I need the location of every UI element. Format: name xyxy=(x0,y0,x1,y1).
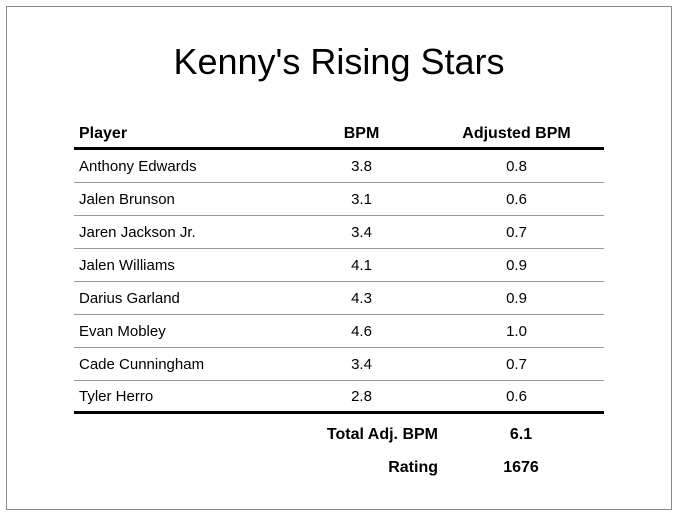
player-cell: Jaren Jackson Jr. xyxy=(79,223,196,241)
player-cell: Jalen Brunson xyxy=(79,190,175,208)
page-title: Kenny's Rising Stars xyxy=(173,41,505,82)
player-cell: Evan Mobley xyxy=(79,322,166,340)
total-row: Total Adj. BPM 6.1 xyxy=(74,419,604,451)
player-cell: Jalen Williams xyxy=(79,256,175,274)
total-value: 6.1 xyxy=(509,426,533,443)
table-row: Evan Mobley 4.6 1.0 xyxy=(74,315,604,348)
rating-label: Rating xyxy=(388,459,438,476)
adjusted-bpm-cell: 0.7 xyxy=(506,355,527,373)
table-header: Player BPM Adjusted BPM xyxy=(74,118,604,150)
adjusted-bpm-cell: 1.0 xyxy=(506,322,527,340)
table-row: Cade Cunningham 3.4 0.7 xyxy=(74,348,604,381)
bpm-cell: 3.4 xyxy=(351,355,372,373)
table-row: Darius Garland 4.3 0.9 xyxy=(74,282,604,315)
player-cell: Cade Cunningham xyxy=(79,355,205,373)
bpm-cell: 3.8 xyxy=(351,157,372,175)
bpm-cell: 4.6 xyxy=(351,322,372,340)
table-row: Jaren Jackson Jr. 3.4 0.7 xyxy=(74,216,604,249)
adjusted-bpm-cell: 0.7 xyxy=(506,223,527,241)
table-row: Jalen Brunson 3.1 0.6 xyxy=(74,183,604,216)
bpm-cell: 3.4 xyxy=(351,223,372,241)
table-row: Tyler Herro 2.8 0.6 xyxy=(74,381,604,414)
header-bpm: BPM xyxy=(343,125,380,142)
player-cell: Darius Garland xyxy=(79,289,180,307)
adjusted-bpm-cell: 0.9 xyxy=(506,289,527,307)
rating-value: 1676 xyxy=(503,459,539,476)
players-table: Player BPM Adjusted BPM Anthony Edwards 3… xyxy=(74,118,604,414)
adjusted-bpm-cell: 0.8 xyxy=(506,157,527,175)
total-label: Total Adj. BPM xyxy=(326,426,438,443)
table-row: Jalen Williams 4.1 0.9 xyxy=(74,249,604,282)
table-row: Anthony Edwards 3.8 0.8 xyxy=(74,150,604,183)
adjusted-bpm-cell: 0.9 xyxy=(506,256,527,274)
bpm-cell: 3.1 xyxy=(351,190,372,208)
header-player: Player xyxy=(79,125,128,142)
rating-row: Rating 1676 xyxy=(74,452,604,484)
bpm-cell: 4.1 xyxy=(351,256,372,274)
bpm-cell: 2.8 xyxy=(351,387,372,405)
document-frame xyxy=(6,6,672,510)
player-cell: Tyler Herro xyxy=(79,387,154,405)
header-adjusted-bpm: Adjusted BPM xyxy=(462,125,571,142)
adjusted-bpm-cell: 0.6 xyxy=(506,190,527,208)
bpm-cell: 4.3 xyxy=(351,289,372,307)
adjusted-bpm-cell: 0.6 xyxy=(506,387,527,405)
player-cell: Anthony Edwards xyxy=(79,157,197,175)
table-body: Anthony Edwards 3.8 0.8 Jalen Brunson 3.1 0.6… xyxy=(74,150,604,414)
